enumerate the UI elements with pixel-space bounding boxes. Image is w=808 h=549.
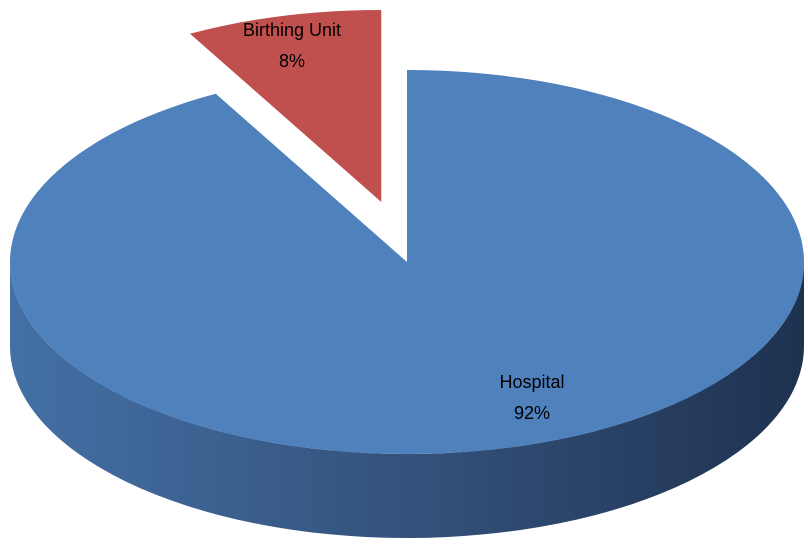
slice-side bbox=[10, 262, 804, 538]
slice-label: Birthing Unit bbox=[243, 20, 341, 40]
slice-value-label: 8% bbox=[279, 51, 305, 71]
slice-label: Hospital bbox=[499, 372, 564, 392]
slice bbox=[190, 9, 382, 202]
slice-value-label: 92% bbox=[514, 403, 550, 423]
slice bbox=[9, 70, 804, 455]
